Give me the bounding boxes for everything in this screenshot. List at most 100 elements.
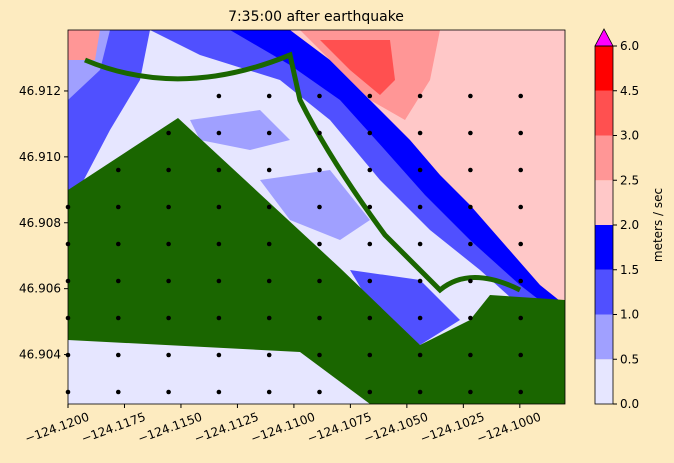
- gauge-dot: [266, 241, 272, 247]
- y-tick-label: 46.908: [19, 216, 61, 230]
- gauge-dot: [367, 241, 373, 247]
- gauge-dot: [518, 352, 523, 358]
- gauge-dot: [367, 93, 373, 99]
- gauge-dot: [65, 278, 71, 284]
- gauge-dot: [166, 315, 171, 321]
- gauge-dot: [317, 93, 322, 99]
- gauge-dot: [65, 241, 71, 247]
- gauge-dot: [166, 130, 171, 136]
- gauge-dot: [166, 278, 171, 284]
- gauge-dot: [367, 315, 373, 321]
- colorbar-segment: [595, 46, 613, 91]
- gauge-dot: [468, 389, 473, 395]
- map-field: [68, 30, 565, 404]
- gauge-dot: [518, 93, 523, 99]
- gauge-dot: [116, 167, 121, 173]
- y-tick-label: 46.912: [19, 84, 61, 98]
- colorbar-tick-label: 3.0: [620, 129, 639, 143]
- colorbar-tick-label: 0.0: [620, 397, 639, 411]
- gauge-dot: [518, 167, 523, 173]
- colorbar-segment: [595, 269, 613, 315]
- gauge-dot: [266, 130, 272, 136]
- gauge-dot: [266, 204, 272, 210]
- gauge-dot: [417, 352, 423, 358]
- gauge-dot: [317, 278, 322, 284]
- gauge-dot: [468, 204, 473, 210]
- gauge-dot: [116, 278, 121, 284]
- gauge-dot: [116, 352, 121, 358]
- gauge-dot: [266, 315, 272, 321]
- field-region: [350, 270, 460, 345]
- gauge-dot: [166, 204, 171, 210]
- field-region: [190, 110, 290, 150]
- y-tick-label: 46.910: [19, 150, 61, 164]
- gauge-dot: [468, 130, 473, 136]
- colorbar-label: meters / sec: [651, 188, 665, 262]
- colorbar-tick-label: 0.5: [620, 352, 639, 366]
- colorbar-segment: [595, 314, 613, 360]
- gauge-dot: [518, 315, 523, 321]
- gauge-dot: [468, 167, 473, 173]
- gauge-dot: [317, 204, 322, 210]
- gauge-dot: [216, 204, 222, 210]
- gauge-dot: [266, 167, 272, 173]
- colorbar-tick-label: 1.5: [620, 263, 639, 277]
- gauge-dot: [116, 204, 121, 210]
- plot-frame: [67, 29, 566, 405]
- gauge-dot: [216, 130, 222, 136]
- colorbar-segment: [595, 180, 613, 225]
- gauge-dot: [367, 352, 373, 358]
- gauge-dot: [417, 204, 423, 210]
- colorbar-segment: [595, 90, 613, 136]
- gauge-dot: [468, 278, 473, 284]
- land: [68, 118, 565, 404]
- gauge-dot: [518, 204, 523, 210]
- colorbar-tick-label: 2.5: [620, 173, 639, 187]
- gauge-dot: [518, 389, 523, 395]
- gauge-dot: [518, 241, 523, 247]
- gauge-dot: [317, 389, 322, 395]
- field-region: [260, 170, 370, 240]
- gauge-dot: [518, 278, 523, 284]
- gauge-dot: [367, 204, 373, 210]
- gauge-dot: [417, 93, 423, 99]
- gauge-dot: [166, 389, 171, 395]
- gauge-dot: [317, 315, 322, 321]
- gauge-dot: [216, 167, 222, 173]
- gauge-dot: [266, 352, 272, 358]
- gauge-dot: [266, 278, 272, 284]
- colorbar-segment: [595, 225, 613, 270]
- gauge-dot: [266, 93, 272, 99]
- gauge-dot: [367, 278, 373, 284]
- gauge-dot: [266, 389, 272, 395]
- gauge-dot: [166, 241, 171, 247]
- gauge-dot: [317, 130, 322, 136]
- gauge-dot: [116, 389, 121, 395]
- colorbar-tick-label: 4.5: [620, 84, 639, 98]
- gauge-dot: [65, 389, 71, 395]
- colorbar-tick-label: 2.0: [620, 218, 639, 232]
- gauge-dot: [417, 167, 423, 173]
- gauge-dot: [317, 241, 322, 247]
- field-region: [68, 30, 100, 60]
- gauge-dot: [216, 278, 222, 284]
- gauge-dot: [417, 389, 423, 395]
- gauge-dot: [417, 241, 423, 247]
- gauge-dot: [468, 352, 473, 358]
- gauge-dot: [367, 167, 373, 173]
- gauge-dot: [116, 241, 121, 247]
- gauge-dot: [216, 352, 222, 358]
- y-tick-label: 46.906: [19, 282, 61, 296]
- gauge-dot: [65, 204, 71, 210]
- gauge-dot: [116, 315, 121, 321]
- colorbar-tick-label: 6.0: [620, 39, 639, 53]
- gauge-dot: [216, 241, 222, 247]
- y-tick-label: 46.904: [19, 348, 61, 362]
- gauge-dot: [417, 315, 423, 321]
- gauge-dot: [166, 352, 171, 358]
- gauge-dot: [468, 315, 473, 321]
- gauge-dot: [417, 130, 423, 136]
- field-region: [320, 40, 395, 95]
- gauge-dot: [317, 352, 322, 358]
